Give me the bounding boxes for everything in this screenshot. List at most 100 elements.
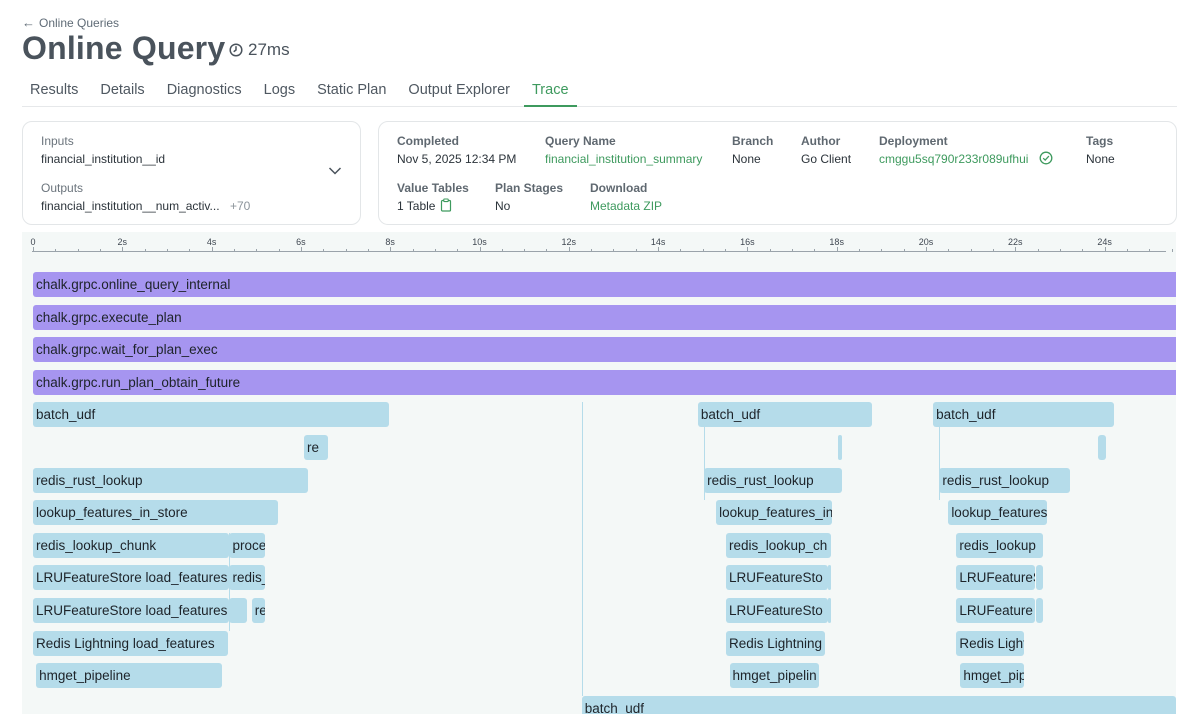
span-bar[interactable]: hmget_pipelin [729, 663, 819, 689]
tick-label: 16s [740, 237, 755, 247]
value-tables-label: Value Tables [397, 181, 469, 195]
root-span-bar[interactable]: chalk.grpc.run_plan_obtain_future [33, 369, 1176, 395]
span-bar[interactable]: redis_rust_lookup [33, 467, 308, 493]
minor-tick-mark [1149, 249, 1151, 252]
minor-tick-mark [434, 249, 436, 252]
plan-stages-value: No [495, 199, 511, 213]
minor-tick-mark [859, 249, 861, 252]
minor-tick-mark [323, 249, 325, 252]
span-bar[interactable]: LRUFeatureSto [725, 565, 828, 591]
span-bar[interactable]: Redis Lightn [956, 630, 1025, 656]
minor-tick-mark [1059, 249, 1061, 252]
span-bar[interactable] [1098, 435, 1107, 460]
tick-label: 2s [117, 237, 128, 247]
span-bar[interactable]: LRUFeatureSto [725, 598, 828, 623]
span-bar[interactable]: hmget_pip [960, 663, 1025, 689]
span-bar[interactable]: Redis Lightning [725, 630, 826, 656]
span-bar[interactable] [229, 598, 248, 623]
clipboard-icon[interactable] [440, 198, 452, 212]
query-name-link[interactable]: financial_institution_summary [545, 152, 703, 166]
minor-tick-mark [903, 249, 905, 252]
download-metadata-zip-link[interactable]: Metadata ZIP [590, 199, 663, 213]
span-bar[interactable]: proce [229, 532, 266, 558]
minor-tick-mark [524, 249, 526, 252]
plan-stages-label: Plan Stages [495, 181, 564, 195]
minor-tick-mark [970, 249, 972, 252]
minor-tick-mark [814, 249, 816, 252]
span-bar[interactable]: redis_lookup_ch [725, 532, 831, 558]
tab-results[interactable]: Results [30, 82, 79, 98]
span-bar[interactable]: batch_udf [933, 402, 1115, 428]
minor-tick-mark [635, 249, 637, 252]
span-bar[interactable] [827, 598, 831, 623]
tab-bar: Results Details Diagnostics Logs Static … [22, 76, 1177, 107]
chevron-down-icon[interactable] [328, 166, 342, 176]
span-bar[interactable]: LRUFeatureStore load_features [33, 598, 230, 623]
completed-value: Nov 5, 2025 12:34 PM [397, 152, 517, 166]
author-label: Author [801, 134, 841, 148]
span-bar[interactable]: LRUFeatureStore load_features [33, 565, 230, 591]
span-bar[interactable]: redis_ [229, 565, 266, 591]
tick-label: 4s [206, 237, 217, 247]
span-bar[interactable]: LRUFeatureS [956, 565, 1036, 591]
outputs-label: Outputs [41, 181, 84, 195]
minor-tick-mark [55, 249, 57, 252]
tab-output-explorer[interactable]: Output Explorer [408, 82, 510, 98]
span-bar[interactable] [1036, 598, 1044, 623]
minor-tick-mark [189, 249, 191, 252]
span-connector [581, 402, 583, 696]
span-bar[interactable]: redis_lookup [956, 532, 1044, 558]
root-span-bar[interactable]: chalk.grpc.wait_for_plan_exec [33, 337, 1176, 363]
back-link-online-queries[interactable]: ← Online Queries [22, 15, 119, 30]
outputs-more-count[interactable]: +70 [230, 199, 251, 213]
span-bar[interactable] [827, 565, 831, 591]
author-value: Go Client [801, 152, 852, 166]
tab-trace[interactable]: Trace [523, 76, 577, 107]
span-bar[interactable]: batch_udf [33, 402, 390, 428]
span-bar[interactable]: re [304, 435, 328, 460]
minor-tick-mark [166, 249, 168, 252]
tab-static-plan[interactable]: Static Plan [317, 82, 387, 98]
tick-label: 24s [1097, 237, 1112, 247]
deployment-link[interactable]: cmggu5sq790r233r089ufhui [879, 152, 1029, 166]
span-bar[interactable]: lookup_features_in_store [33, 500, 278, 526]
span-bar[interactable]: hmget_pipeline [36, 663, 223, 689]
back-link-label: Online Queries [39, 15, 120, 30]
duration-value: 27ms [248, 40, 290, 59]
arrow-left-icon: ← [22, 15, 35, 30]
span-bar[interactable]: redis_lookup_chunk [33, 532, 230, 558]
minor-tick-mark [1126, 249, 1128, 252]
span-bar[interactable] [837, 435, 843, 460]
span-bar[interactable]: lookup_features [948, 500, 1047, 526]
span-bar[interactable] [1036, 565, 1044, 591]
span-bar[interactable]: lookup_features_in [716, 500, 833, 526]
minor-tick-mark [345, 249, 347, 252]
minor-tick-mark [1037, 249, 1039, 252]
minor-tick-mark [792, 249, 794, 252]
span-bar[interactable]: Redis Lightning load_features [33, 630, 229, 656]
tick-mark [479, 247, 481, 252]
tick-label: 18s [829, 237, 844, 247]
tick-label: 6s [296, 237, 306, 247]
branch-value: None [732, 152, 761, 166]
span-bar[interactable]: redis_rust_lookup [704, 467, 842, 493]
ruler-line [32, 251, 1166, 252]
tab-diagnostics[interactable]: Diagnostics [166, 82, 242, 98]
span-bar[interactable]: re [251, 598, 266, 623]
minor-tick-mark [725, 249, 727, 252]
value-tables-value: 1 Table [397, 199, 436, 213]
tab-details[interactable]: Details [100, 82, 145, 98]
minor-tick-mark [948, 249, 950, 252]
root-span-bar[interactable]: chalk.grpc.online_query_internal [33, 272, 1176, 297]
tick-mark [658, 247, 660, 252]
trace-timeline[interactable]: 0 2s 4s 6s 8s 10s 12s 14s 16s 18s 20s 22s 24s chalk.… [22, 232, 1176, 714]
span-bar[interactable]: LRUFeature [956, 598, 1036, 623]
span-bar[interactable]: batch_udf [697, 402, 873, 428]
tick-mark [33, 247, 34, 252]
span-bar[interactable]: redis_rust_lookup [939, 467, 1070, 493]
tick-label: 8s [385, 237, 395, 247]
root-span-bar[interactable]: chalk.grpc.execute_plan [33, 304, 1176, 330]
span-bar[interactable]: batch_udf [581, 695, 1176, 714]
io-card: Inputs financial_institution__id Outputs… [22, 121, 361, 225]
tab-logs[interactable]: Logs [263, 82, 296, 98]
